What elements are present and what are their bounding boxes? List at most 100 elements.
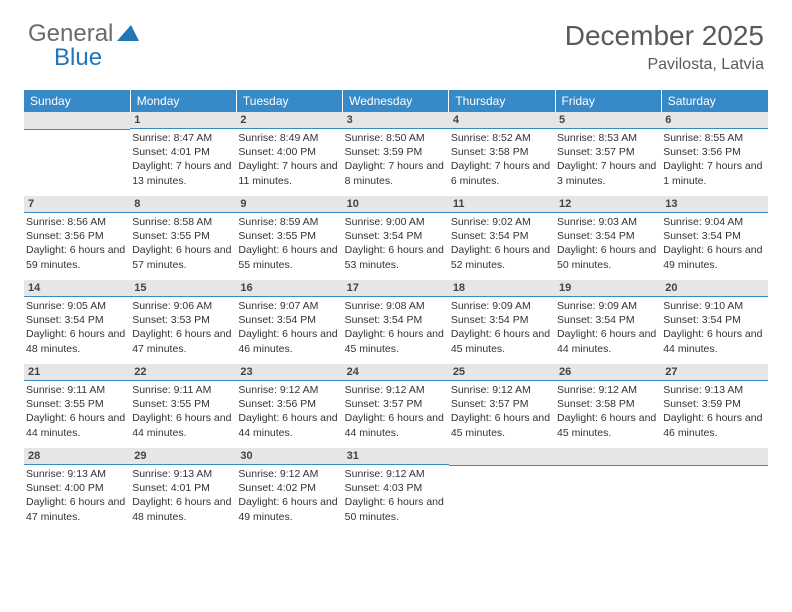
- calendar-cell: 25Sunrise: 9:12 AMSunset: 3:57 PMDayligh…: [449, 364, 555, 448]
- day-details: Sunrise: 9:07 AMSunset: 3:54 PMDaylight:…: [236, 297, 342, 356]
- calendar-cell: 20Sunrise: 9:10 AMSunset: 3:54 PMDayligh…: [661, 280, 767, 364]
- calendar-table: Sunday Monday Tuesday Wednesday Thursday…: [24, 90, 768, 532]
- day-details: Sunrise: 8:49 AMSunset: 4:00 PMDaylight:…: [236, 129, 342, 188]
- calendar-week-row: 21Sunrise: 9:11 AMSunset: 3:55 PMDayligh…: [24, 364, 768, 448]
- calendar-cell: 7Sunrise: 8:56 AMSunset: 3:56 PMDaylight…: [24, 196, 130, 280]
- day-details: Sunrise: 9:00 AMSunset: 3:54 PMDaylight:…: [343, 213, 449, 272]
- calendar-cell: 15Sunrise: 9:06 AMSunset: 3:53 PMDayligh…: [130, 280, 236, 364]
- day-details: Sunrise: 9:02 AMSunset: 3:54 PMDaylight:…: [449, 213, 555, 272]
- calendar-cell: 1Sunrise: 8:47 AMSunset: 4:01 PMDaylight…: [130, 112, 236, 196]
- calendar-cell: 27Sunrise: 9:13 AMSunset: 3:59 PMDayligh…: [661, 364, 767, 448]
- calendar-week-row: 28Sunrise: 9:13 AMSunset: 4:00 PMDayligh…: [24, 448, 768, 532]
- header: General Blue December 2025 Pavilosta, La…: [0, 0, 792, 82]
- calendar-cell: 13Sunrise: 9:04 AMSunset: 3:54 PMDayligh…: [661, 196, 767, 280]
- calendar-cell: 2Sunrise: 8:49 AMSunset: 4:00 PMDaylight…: [236, 112, 342, 196]
- page-title: December 2025: [565, 20, 764, 52]
- day-number: 6: [661, 112, 767, 129]
- calendar-cell: 17Sunrise: 9:08 AMSunset: 3:54 PMDayligh…: [343, 280, 449, 364]
- logo: General Blue: [28, 20, 141, 48]
- day-details: Sunrise: 8:47 AMSunset: 4:01 PMDaylight:…: [130, 129, 236, 188]
- calendar-cell: 5Sunrise: 8:53 AMSunset: 3:57 PMDaylight…: [555, 112, 661, 196]
- day-number: [555, 448, 661, 466]
- calendar-cell: 21Sunrise: 9:11 AMSunset: 3:55 PMDayligh…: [24, 364, 130, 448]
- calendar-cell: 19Sunrise: 9:09 AMSunset: 3:54 PMDayligh…: [555, 280, 661, 364]
- day-number: 18: [449, 280, 555, 297]
- day-number: 15: [130, 280, 236, 297]
- day-details: Sunrise: 8:56 AMSunset: 3:56 PMDaylight:…: [24, 213, 130, 272]
- day-number: 23: [236, 364, 342, 381]
- day-number: 17: [343, 280, 449, 297]
- day-details: Sunrise: 9:09 AMSunset: 3:54 PMDaylight:…: [555, 297, 661, 356]
- day-details: Sunrise: 9:12 AMSunset: 3:57 PMDaylight:…: [343, 381, 449, 440]
- day-number: 11: [449, 196, 555, 213]
- calendar-cell: 9Sunrise: 8:59 AMSunset: 3:55 PMDaylight…: [236, 196, 342, 280]
- calendar-cell: [449, 448, 555, 532]
- col-sunday: Sunday: [24, 90, 130, 112]
- calendar-cell: 10Sunrise: 9:00 AMSunset: 3:54 PMDayligh…: [343, 196, 449, 280]
- logo-word-blue: Blue: [54, 44, 102, 72]
- day-details: Sunrise: 9:06 AMSunset: 3:53 PMDaylight:…: [130, 297, 236, 356]
- day-details: Sunrise: 8:59 AMSunset: 3:55 PMDaylight:…: [236, 213, 342, 272]
- calendar-week-row: 7Sunrise: 8:56 AMSunset: 3:56 PMDaylight…: [24, 196, 768, 280]
- calendar-cell: 22Sunrise: 9:11 AMSunset: 3:55 PMDayligh…: [130, 364, 236, 448]
- calendar-week-row: 1Sunrise: 8:47 AMSunset: 4:01 PMDaylight…: [24, 112, 768, 196]
- day-number: 8: [130, 196, 236, 213]
- day-number: 4: [449, 112, 555, 129]
- calendar-cell: 3Sunrise: 8:50 AMSunset: 3:59 PMDaylight…: [343, 112, 449, 196]
- calendar-cell: 23Sunrise: 9:12 AMSunset: 3:56 PMDayligh…: [236, 364, 342, 448]
- day-number: 28: [24, 448, 130, 465]
- day-number: 25: [449, 364, 555, 381]
- logo-triangle-icon: [117, 25, 139, 46]
- day-details: Sunrise: 8:52 AMSunset: 3:58 PMDaylight:…: [449, 129, 555, 188]
- day-number: 10: [343, 196, 449, 213]
- day-number: 22: [130, 364, 236, 381]
- calendar-cell: 18Sunrise: 9:09 AMSunset: 3:54 PMDayligh…: [449, 280, 555, 364]
- day-details: Sunrise: 9:03 AMSunset: 3:54 PMDaylight:…: [555, 213, 661, 272]
- day-number: 5: [555, 112, 661, 129]
- calendar-cell: 26Sunrise: 9:12 AMSunset: 3:58 PMDayligh…: [555, 364, 661, 448]
- calendar-body: 1Sunrise: 8:47 AMSunset: 4:01 PMDaylight…: [24, 112, 768, 532]
- day-number: 31: [343, 448, 449, 465]
- day-details: Sunrise: 9:12 AMSunset: 4:03 PMDaylight:…: [343, 465, 449, 524]
- col-monday: Monday: [130, 90, 236, 112]
- day-details: Sunrise: 8:53 AMSunset: 3:57 PMDaylight:…: [555, 129, 661, 188]
- day-details: Sunrise: 9:13 AMSunset: 4:01 PMDaylight:…: [130, 465, 236, 524]
- day-details: Sunrise: 9:12 AMSunset: 3:57 PMDaylight:…: [449, 381, 555, 440]
- day-number: 12: [555, 196, 661, 213]
- day-number: 2: [236, 112, 342, 129]
- col-saturday: Saturday: [661, 90, 767, 112]
- calendar-cell: 31Sunrise: 9:12 AMSunset: 4:03 PMDayligh…: [343, 448, 449, 532]
- day-details: Sunrise: 9:13 AMSunset: 4:00 PMDaylight:…: [24, 465, 130, 524]
- calendar-cell: 24Sunrise: 9:12 AMSunset: 3:57 PMDayligh…: [343, 364, 449, 448]
- calendar-cell: 14Sunrise: 9:05 AMSunset: 3:54 PMDayligh…: [24, 280, 130, 364]
- day-details: Sunrise: 8:55 AMSunset: 3:56 PMDaylight:…: [661, 129, 767, 188]
- calendar-cell: 8Sunrise: 8:58 AMSunset: 3:55 PMDaylight…: [130, 196, 236, 280]
- day-number: 14: [24, 280, 130, 297]
- day-details: Sunrise: 9:12 AMSunset: 3:58 PMDaylight:…: [555, 381, 661, 440]
- day-details: Sunrise: 9:08 AMSunset: 3:54 PMDaylight:…: [343, 297, 449, 356]
- calendar-cell: [555, 448, 661, 532]
- col-tuesday: Tuesday: [236, 90, 342, 112]
- day-details: Sunrise: 9:05 AMSunset: 3:54 PMDaylight:…: [24, 297, 130, 356]
- col-thursday: Thursday: [449, 90, 555, 112]
- calendar-cell: 30Sunrise: 9:12 AMSunset: 4:02 PMDayligh…: [236, 448, 342, 532]
- day-number: 7: [24, 196, 130, 213]
- day-details: Sunrise: 9:04 AMSunset: 3:54 PMDaylight:…: [661, 213, 767, 272]
- day-details: Sunrise: 9:12 AMSunset: 4:02 PMDaylight:…: [236, 465, 342, 524]
- day-number: 24: [343, 364, 449, 381]
- day-number: [661, 448, 767, 466]
- calendar-cell: 4Sunrise: 8:52 AMSunset: 3:58 PMDaylight…: [449, 112, 555, 196]
- day-number: 20: [661, 280, 767, 297]
- day-details: Sunrise: 9:09 AMSunset: 3:54 PMDaylight:…: [449, 297, 555, 356]
- calendar-cell: 16Sunrise: 9:07 AMSunset: 3:54 PMDayligh…: [236, 280, 342, 364]
- day-number: 27: [661, 364, 767, 381]
- day-number: 16: [236, 280, 342, 297]
- day-details: Sunrise: 9:12 AMSunset: 3:56 PMDaylight:…: [236, 381, 342, 440]
- calendar-cell: 28Sunrise: 9:13 AMSunset: 4:00 PMDayligh…: [24, 448, 130, 532]
- day-number: 9: [236, 196, 342, 213]
- weekday-header-row: Sunday Monday Tuesday Wednesday Thursday…: [24, 90, 768, 112]
- day-details: Sunrise: 9:11 AMSunset: 3:55 PMDaylight:…: [130, 381, 236, 440]
- calendar-cell: 12Sunrise: 9:03 AMSunset: 3:54 PMDayligh…: [555, 196, 661, 280]
- day-details: Sunrise: 9:11 AMSunset: 3:55 PMDaylight:…: [24, 381, 130, 440]
- calendar-cell: 29Sunrise: 9:13 AMSunset: 4:01 PMDayligh…: [130, 448, 236, 532]
